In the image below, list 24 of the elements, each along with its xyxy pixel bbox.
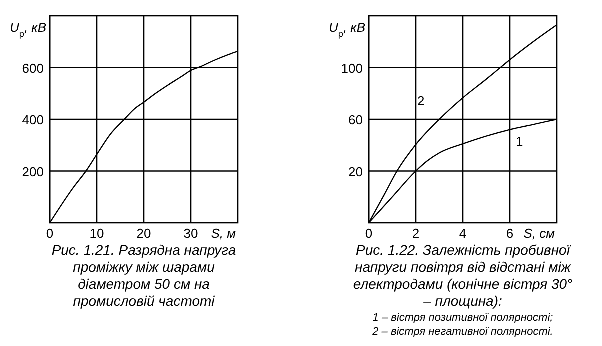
- x-tick-label: 0: [46, 226, 54, 241]
- y-axis-title: U$_{р}$, кВ: [329, 20, 366, 39]
- y-tick-label: 20: [348, 164, 363, 180]
- text: Рис. 1.22. Залежність пробивної напруги повітря від відстані між електродами (конічне вістря 30° – площина):: [353, 242, 574, 309]
- y-axis-title: U$_{р}$, кВ: [10, 20, 47, 39]
- x-tick-label: 30: [184, 226, 198, 241]
- x-tick-label: 2: [412, 226, 420, 241]
- y-tick-label: 200: [22, 164, 44, 180]
- y-tick-label: 600: [22, 60, 44, 76]
- x-tick-label: 20: [136, 226, 152, 241]
- y-tick-label: 400: [22, 112, 44, 128]
- x-tick-label: 10: [90, 226, 104, 241]
- x-axis-title: S, м: [211, 226, 236, 241]
- text: Рис. 1.21. Разрядна напруга проміжку між шарами діаметром 50 см на промисловій частоті: [52, 242, 236, 309]
- y-tick-label: 100: [341, 60, 363, 76]
- text: 2 – вістря негативної полярності.: [372, 326, 554, 338]
- text: 1 – вістря позитивної полярності;: [372, 312, 554, 324]
- x-tick-label: 4: [459, 226, 467, 241]
- y-tick-label: 60: [348, 112, 363, 128]
- x-axis-title: S, см: [524, 226, 556, 241]
- series-label: 2: [418, 94, 425, 108]
- x-tick-label: 0: [365, 226, 373, 241]
- x-tick-label: 6: [506, 226, 514, 241]
- series-label: 1: [516, 134, 524, 149]
